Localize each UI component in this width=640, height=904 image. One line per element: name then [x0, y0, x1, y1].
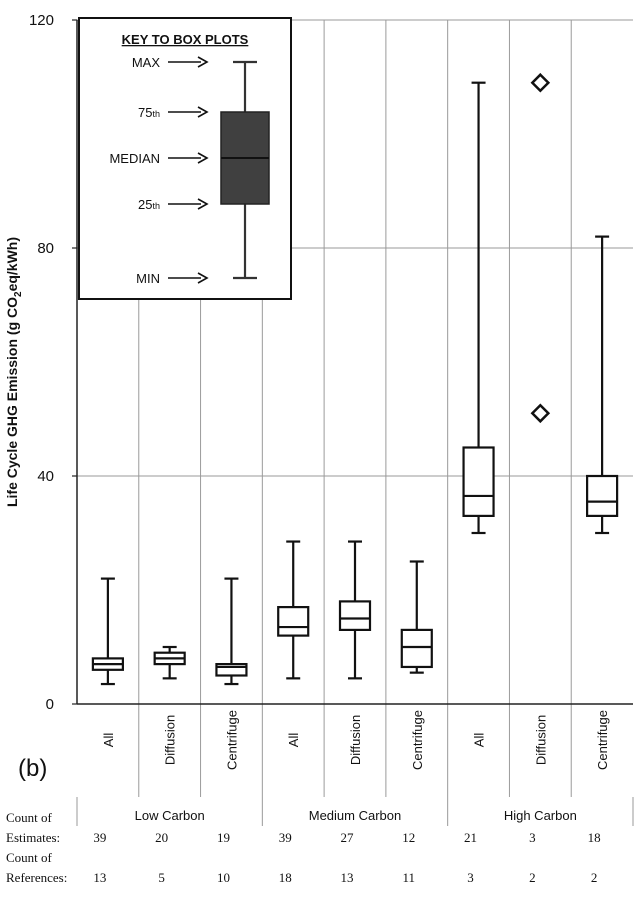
- key-arrow-head: [197, 152, 209, 164]
- category-label: All: [286, 733, 301, 748]
- category-label: Centrifuge: [595, 710, 610, 770]
- box-iqr: [338, 600, 372, 632]
- reference-count: 5: [158, 870, 165, 885]
- estimate-count: 20: [155, 830, 168, 845]
- category-label: Diffusion: [533, 715, 548, 765]
- estimate-count: 18: [588, 830, 601, 845]
- category-label: All: [472, 733, 487, 748]
- estimate-count: 19: [217, 830, 230, 845]
- category-label: Diffusion: [348, 715, 363, 765]
- panel-label: (b): [18, 755, 47, 782]
- key-title: KEY TO BOX PLOTS: [122, 32, 249, 47]
- y-tick-label: 40: [37, 468, 54, 485]
- estimate-count: 39: [93, 830, 106, 845]
- key-arrow-head: [197, 106, 209, 118]
- key-label: MEDIAN: [109, 151, 160, 166]
- box-iqr: [277, 605, 310, 637]
- group-label: High Carbon: [504, 808, 577, 823]
- reference-count: 2: [529, 870, 536, 885]
- reference-count: 3: [467, 870, 474, 885]
- key-label: 75th: [138, 105, 160, 120]
- estimate-count: 3: [529, 830, 536, 845]
- key-arrow-head: [197, 272, 209, 284]
- key-arrow-head: [197, 56, 209, 68]
- axes: 0 40 80 120 All Diffusion Centrifuge All Diffusi…: [29, 12, 633, 770]
- estimate-count: 12: [402, 830, 415, 845]
- category-label: Centrifuge: [224, 710, 239, 770]
- category-label: Diffusion: [163, 715, 178, 765]
- box-iqr: [400, 628, 433, 669]
- reference-count: 10: [217, 870, 230, 885]
- box-iqr: [462, 446, 495, 518]
- plot-area: [91, 72, 619, 686]
- y-axis-label: Life Cycle GHG Emission (g CO2eq/kWh): [4, 237, 24, 507]
- reference-count: 13: [93, 870, 106, 885]
- y-tick-label: 0: [46, 696, 54, 713]
- table-label-estimates-1: Count of: [6, 810, 53, 825]
- box-iqr: [215, 662, 248, 677]
- estimate-count: 21: [464, 830, 477, 845]
- estimate-count: 27: [341, 830, 355, 845]
- y-axis-label-part1: Life Cycle GHG Emission (g CO: [4, 297, 20, 507]
- table-label-estimates-2: Estimates:: [6, 830, 60, 845]
- count-table: Count of Estimates: Count of References: Low…: [6, 808, 601, 885]
- group-label: Low Carbon: [135, 808, 205, 823]
- key-label: 25th: [138, 197, 160, 212]
- box-iqr: [586, 474, 619, 518]
- key-arrow-head: [197, 198, 209, 210]
- group-label: Medium Carbon: [309, 808, 402, 823]
- data-point-diamond: [530, 72, 551, 93]
- reference-count: 18: [279, 870, 292, 885]
- table-label-references-1: Count of: [6, 850, 53, 865]
- category-label: Centrifuge: [410, 710, 425, 770]
- table-label-references-2: References:: [6, 870, 67, 885]
- data-point-diamond: [530, 403, 551, 424]
- y-axis-label-part2: eq/kWh): [4, 237, 20, 291]
- box-plot-key: KEY TO BOX PLOTS MAX 75th MEDIAN 25th MIN: [78, 17, 292, 300]
- y-tick-label: 80: [37, 240, 54, 257]
- reference-count: 13: [341, 870, 354, 885]
- y-axis-label-subscript: 2: [13, 291, 24, 297]
- key-label: MAX: [132, 55, 161, 70]
- reference-count: 2: [591, 870, 598, 885]
- reference-count: 11: [403, 870, 416, 885]
- key-label: MIN: [136, 271, 160, 286]
- category-label: All: [101, 733, 116, 748]
- y-tick-label: 120: [29, 12, 54, 29]
- estimate-count: 39: [279, 830, 292, 845]
